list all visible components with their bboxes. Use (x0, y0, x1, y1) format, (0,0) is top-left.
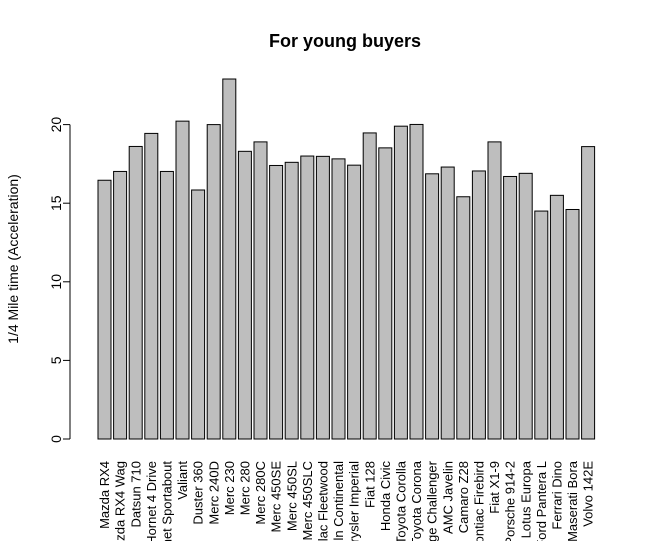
category-label: Merc 450SL (284, 461, 299, 531)
bars-group (97, 78, 596, 440)
bar (534, 210, 549, 440)
bar (113, 170, 128, 440)
bar (393, 125, 408, 440)
category-label: Merc 280 (237, 461, 252, 515)
bar (409, 123, 424, 440)
bar (331, 158, 346, 440)
bar (159, 170, 174, 440)
bar (222, 78, 237, 440)
bar (471, 170, 486, 440)
category-label: Merc 450SLC (300, 461, 315, 540)
category-label: Volvo 142E (581, 461, 596, 527)
bar (300, 155, 315, 440)
y-tick-label: 0 (48, 435, 64, 443)
category-label: Merc 280C (253, 461, 268, 525)
bar (518, 172, 533, 440)
category-label: Duster 360 (191, 461, 206, 525)
bar (362, 132, 377, 440)
category-label: Maserati Bora (565, 460, 580, 541)
category-label: Cadillac Fleetwood (315, 461, 330, 541)
bar (487, 141, 502, 440)
chart-title: For young buyers (269, 31, 421, 51)
category-label: Datsun 710 (128, 461, 143, 528)
bar (237, 150, 252, 440)
category-label: Toyota Corona (409, 460, 424, 541)
category-label: Pontiac Firebird (471, 461, 486, 541)
category-label: Ford Pantera L (534, 461, 549, 541)
category-label: Fiat X1-9 (487, 461, 502, 514)
category-label: Chrysler Imperial (347, 461, 362, 541)
bar (269, 164, 284, 440)
category-label: Fiat 128 (362, 461, 377, 508)
bar (440, 166, 455, 440)
category-label: Mazda RX4 Wag (113, 461, 128, 541)
y-tick-label: 15 (48, 195, 64, 211)
bar (565, 208, 580, 440)
category-label: Honda Civic (378, 461, 393, 532)
category-label: Merc 230 (222, 461, 237, 515)
bar (175, 120, 190, 440)
bar (456, 196, 471, 440)
bar (128, 145, 143, 440)
category-label: Camaro Z28 (456, 461, 471, 533)
category-label: Valiant (175, 461, 190, 500)
category-label: Mazda RX4 (97, 461, 112, 529)
category-label: Hornet 4 Drive (144, 461, 159, 541)
bar (191, 189, 206, 440)
category-label: Ferrari Dino (549, 461, 564, 530)
bar (206, 124, 221, 440)
bar (425, 173, 440, 440)
category-label: Dodge Challenger (425, 460, 440, 541)
category-label: AMC Javelin (440, 461, 455, 534)
bar (549, 194, 564, 440)
bar (378, 147, 393, 440)
bar (315, 155, 330, 440)
bar (347, 164, 362, 440)
category-label: Lincoln Continental (331, 461, 346, 541)
category-label: Lotus Europa (518, 460, 533, 538)
y-axis-label: 1/4 Mile time (Acceleration) (5, 174, 21, 344)
bar (253, 141, 268, 440)
bar (284, 161, 299, 440)
category-labels-group: Mazda RX4 Mazda RX4 Wag Datsun 710 Hornet 4… (97, 460, 596, 541)
category-label: Merc 450SE (269, 461, 284, 533)
category-label: Porsche 914-2 (503, 461, 518, 541)
category-label: Hornet Sportabout (159, 461, 174, 541)
category-label: Merc 240D (206, 461, 221, 525)
bar (97, 179, 112, 440)
bar (503, 175, 518, 440)
category-label: Toyota Corolla (393, 460, 408, 541)
y-tick-label: 5 (48, 356, 64, 364)
bar (581, 146, 596, 440)
y-tick-label: 10 (48, 274, 64, 290)
y-tick-label: 20 (48, 117, 64, 133)
bar (144, 132, 159, 440)
y-axis: 0 5 10 15 20 (48, 117, 71, 443)
